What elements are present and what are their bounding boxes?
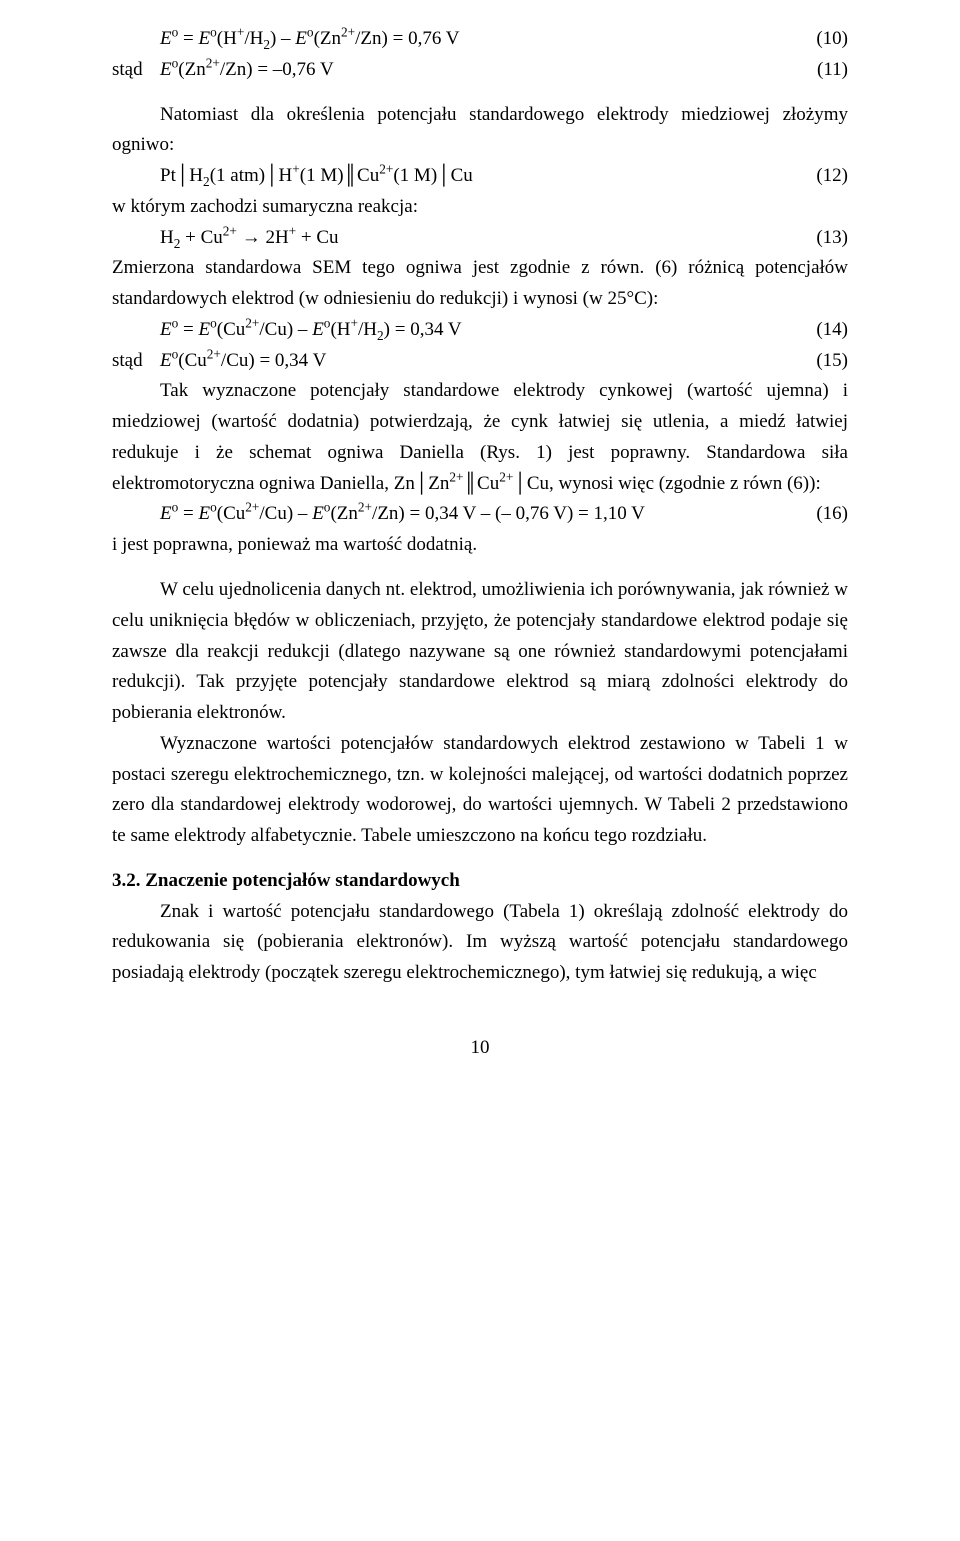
paragraph: w którym zachodzi sumaryczna reakcja: [112, 192, 848, 223]
page: Eo = Eo(H+/H2) – Eo(Zn2+/Zn) = 0,76 V (1… [0, 0, 960, 1104]
equation-12: Pt│H2(1 atm)│H+(1 M)║Cu2+(1 M)│Cu (12) [112, 161, 848, 192]
paragraph: Tak wyznaczone potencjały standardowe el… [112, 376, 848, 499]
equation-14: Eo = Eo(Cu2+/Cu) – Eo(H+/H2) = 0,34 V (1… [112, 315, 848, 346]
equation-16: Eo = Eo(Cu2+/Cu) – Eo(Zn2+/Zn) = 0,34 V … [112, 499, 848, 530]
paragraph: Wyznaczone wartości potencjałów standard… [112, 729, 848, 852]
equation-number: (16) [816, 499, 848, 530]
stad-label: stąd [112, 346, 160, 377]
equation-number: (10) [816, 24, 848, 55]
page-number: 10 [112, 1033, 848, 1064]
equation-11: stąd Eo(Zn2+/Zn) = –0,76 V (11) [112, 55, 848, 86]
equation-number: (14) [816, 315, 848, 346]
equation-13: H2 + Cu2+ → 2H+ + Cu (13) [112, 223, 848, 254]
paragraph: Natomiast dla określenia potencjału stan… [112, 100, 848, 162]
paragraph: i jest poprawna, ponieważ ma wartość dod… [112, 530, 848, 561]
paragraph: Znak i wartość potencjału standardowego … [112, 897, 848, 989]
paragraph: W celu ujednolicenia danych nt. elektrod… [112, 575, 848, 729]
stad-label: stąd [112, 55, 160, 86]
equation-number: (12) [816, 161, 848, 192]
equation-number: (11) [817, 55, 848, 86]
paragraph: Zmierzona standardowa SEM tego ogniwa je… [112, 253, 848, 315]
equation-10: Eo = Eo(H+/H2) – Eo(Zn2+/Zn) = 0,76 V (1… [112, 24, 848, 55]
equation-number: (13) [816, 223, 848, 254]
section-heading: 3.2. Znaczenie potencjałów standardowych [112, 866, 848, 897]
equation-number: (15) [816, 346, 848, 377]
equation-15: stąd Eo(Cu2+/Cu) = 0,34 V (15) [112, 346, 848, 377]
